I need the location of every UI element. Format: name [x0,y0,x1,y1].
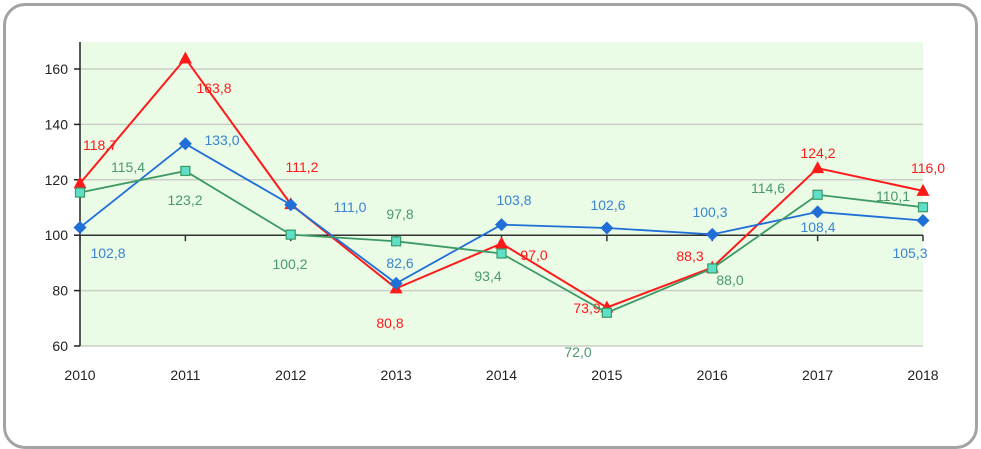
data-label: 105,3 [892,245,927,261]
data-point-square [180,165,191,177]
data-point-square [601,307,612,318]
data-point-square [74,187,86,198]
x-tick-label: 2017 [802,367,833,383]
y-tick-label: 140 [45,116,69,132]
data-point-triangle [73,176,87,189]
data-label: 72,0 [564,344,591,360]
y-tick-label: 160 [45,61,69,77]
x-tick-label: 2018 [907,367,938,383]
data-point-diamond [495,218,508,232]
data-label: 73,9 [573,300,600,316]
data-label: 133,0 [204,132,239,148]
data-point-diamond [705,227,719,241]
data-label: 108,4 [800,219,835,235]
data-point-diamond [811,205,825,219]
data-label: 80,8 [376,315,403,331]
plot-area [80,42,923,346]
data-point-diamond [73,220,87,234]
x-tick-label: 2013 [381,367,412,383]
data-label: 102,8 [90,245,125,261]
data-point-triangle [178,51,192,64]
data-label: 103,8 [496,192,531,208]
data-label: 111,0 [334,199,367,215]
x-tick-label: 2010 [64,367,95,383]
data-label: 88,0 [716,272,743,288]
data-label: 100,3 [692,204,727,220]
line-chart: 60 80 100 120 140 160 2010 2011 2012 2013 2014 2015… [45,42,945,383]
data-point-triangle [811,161,825,174]
data-label: 102,6 [590,197,625,213]
data-label: 118,7 [83,137,117,153]
data-point-square [391,236,402,247]
data-label: 93,4 [474,268,501,284]
data-point-triangle [916,183,930,196]
data-point-square [285,229,296,240]
data-point-triangle [495,236,508,249]
x-tick-label: 2016 [697,367,728,383]
y-tick-label: 100 [45,227,69,243]
data-label: 163,8 [196,80,231,96]
data-label: 116,0 [911,160,945,176]
data-point-diamond [389,276,403,290]
series-square: 115,4 123,2 100,2 97,8 93,4 72,0 88,0 114,6 110,… [74,159,929,360]
y-tick-label: 60 [52,338,68,354]
data-label: 97,8 [386,206,413,222]
x-tick-label: 2015 [591,367,622,383]
data-label: 123,2 [167,192,202,208]
data-label: 82,6 [386,255,413,271]
data-point-square [812,189,823,200]
x-tick-label: 2012 [275,367,306,383]
data-point-diamond [600,221,614,235]
x-tick-label: 2014 [486,367,517,383]
data-point-diamond [284,198,298,212]
data-point-square [707,263,718,274]
data-label: 114,6 [751,180,785,196]
data-point-diamond [916,214,930,228]
data-label: 115,4 [111,159,145,175]
data-label: 88,3 [676,248,703,264]
data-point-square [496,248,507,259]
x-tick-label: 2011 [170,367,200,383]
data-label: 124,2 [800,145,835,161]
data-point-square [917,202,929,213]
data-point-diamond [178,137,192,151]
data-label: 110,1 [876,188,910,204]
data-label: 97,0 [520,247,547,263]
data-label: 100,2 [272,256,307,272]
y-tick-label: 120 [45,172,69,188]
y-tick-label: 80 [52,283,68,299]
data-label: 111,2 [286,159,319,175]
